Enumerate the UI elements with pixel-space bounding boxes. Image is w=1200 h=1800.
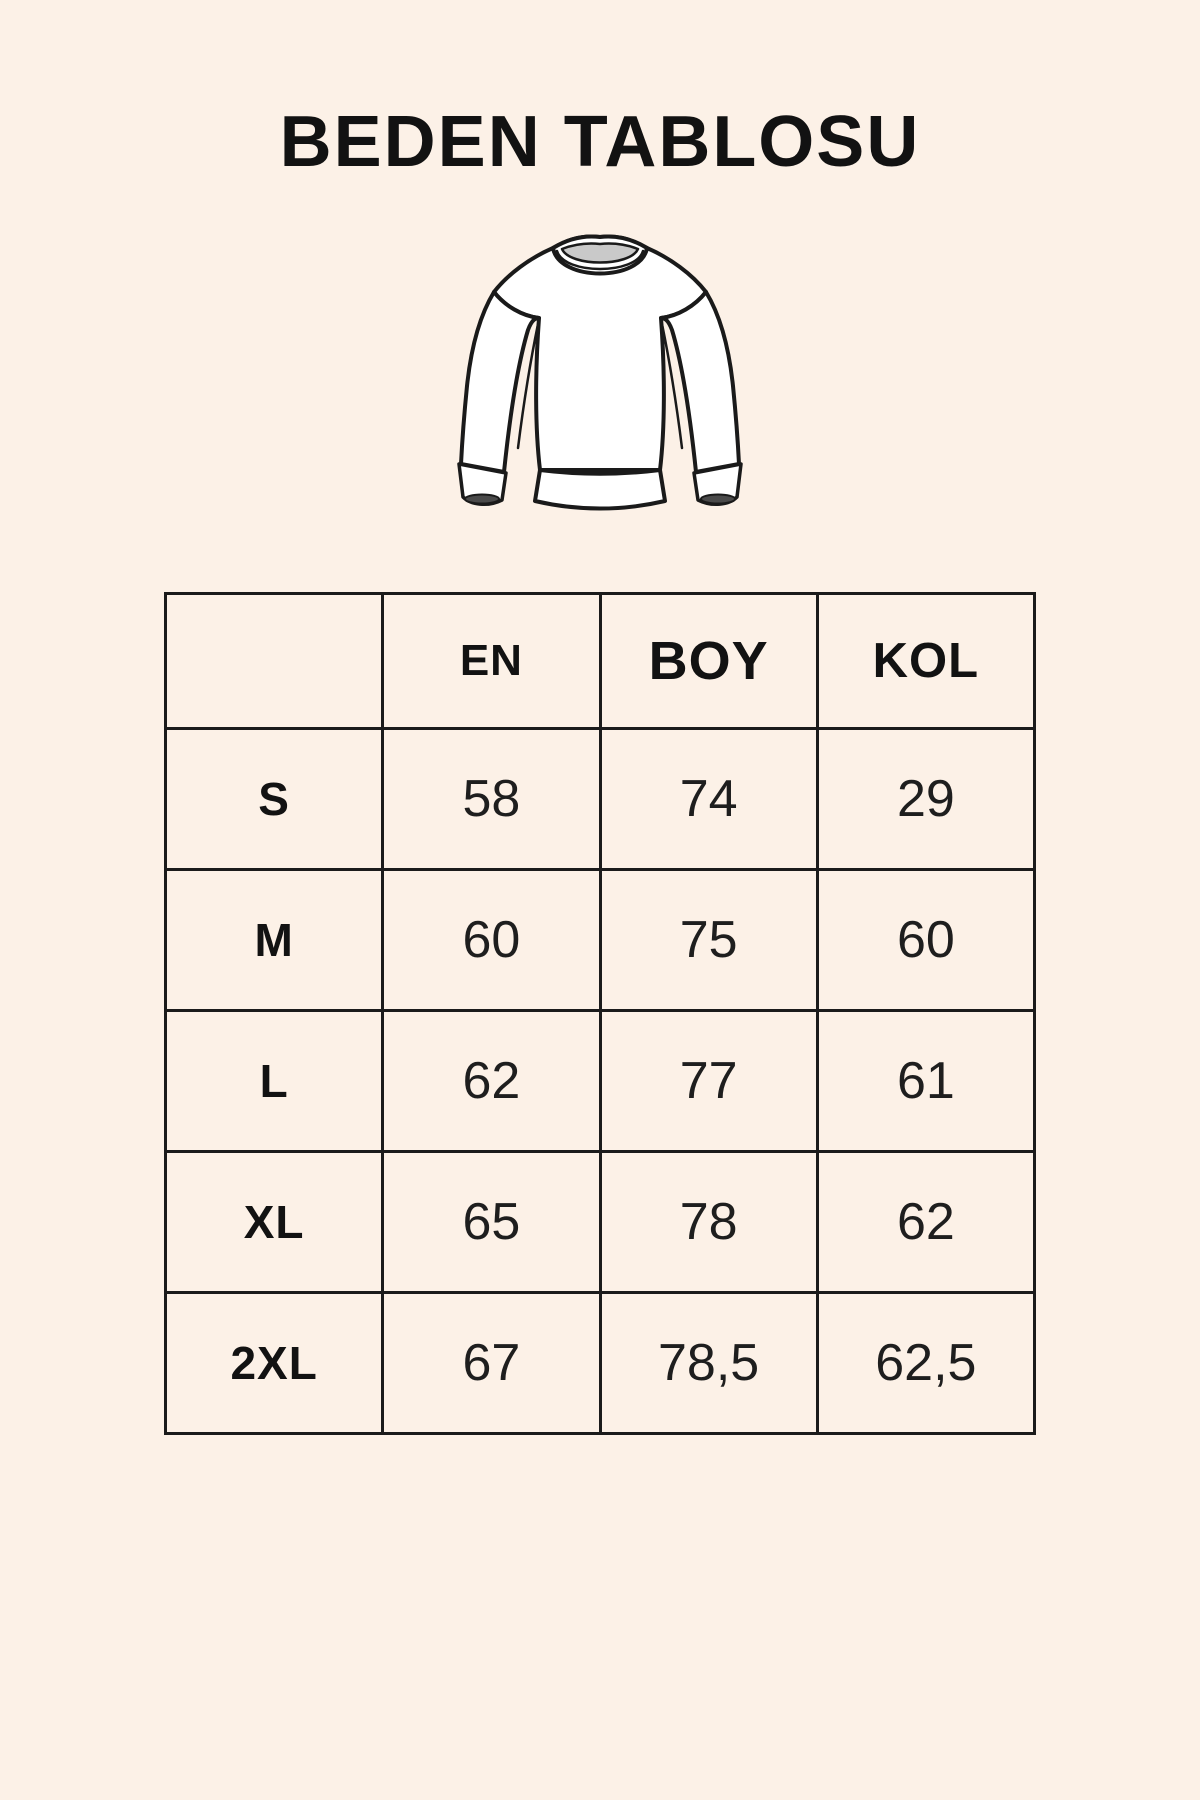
value-en: 60 [381, 868, 602, 1012]
value-en: 67 [381, 1291, 602, 1435]
table-row-l: L 62 77 61 [163, 1009, 1037, 1153]
value-boy: 78,5 [598, 1291, 819, 1435]
header-kol: KOL [815, 592, 1037, 730]
sweatshirt-icon [457, 234, 743, 511]
page-title: BEDEN TABLOSU [279, 102, 921, 182]
size-label: L [163, 1009, 385, 1153]
size-label: 2XL [163, 1291, 385, 1435]
value-kol: 29 [815, 727, 1037, 871]
table-row-xl: XL 65 78 62 [163, 1150, 1037, 1294]
value-boy: 74 [598, 727, 819, 871]
right-cuff-opening [700, 493, 736, 505]
size-label: XL [163, 1150, 385, 1294]
right-sleeve-seam [660, 322, 684, 450]
left-sleeve-seam [516, 322, 540, 450]
collar-inner-shadow [560, 242, 640, 264]
value-boy: 75 [598, 868, 819, 1012]
header-en: EN [381, 592, 602, 730]
sweatshirt-left-sleeve [459, 290, 541, 474]
value-en: 58 [381, 727, 602, 871]
header-empty-cell [163, 592, 385, 730]
header-boy: BOY [598, 592, 819, 730]
sweatshirt-hem [533, 468, 667, 511]
value-kol: 62 [815, 1150, 1037, 1294]
value-kol: 61 [815, 1009, 1037, 1153]
value-boy: 77 [598, 1009, 819, 1153]
size-label: M [163, 868, 385, 1012]
table-row-s: S 58 74 29 [163, 727, 1037, 871]
table-row-2xl: 2XL 67 78,5 62,5 [163, 1291, 1037, 1435]
collar-rib-seam [555, 249, 645, 271]
value-en: 62 [381, 1009, 602, 1153]
left-cuff-opening [464, 493, 500, 505]
value-kol: 62,5 [815, 1291, 1037, 1435]
value-kol: 60 [815, 868, 1037, 1012]
size-label: S [163, 727, 385, 871]
table-header-row: EN BOY KOL [163, 592, 1037, 730]
value-en: 65 [381, 1150, 602, 1294]
size-table-container: EN BOY KOL S 58 74 29 M 60 75 60 [163, 592, 1037, 1435]
table-row-m: M 60 75 60 [163, 868, 1037, 1012]
sweatshirt-illustration [450, 218, 750, 528]
value-boy: 78 [598, 1150, 819, 1294]
sweatshirt-right-sleeve [659, 290, 741, 474]
size-table: EN BOY KOL S 58 74 29 M 60 75 60 [163, 592, 1037, 1435]
